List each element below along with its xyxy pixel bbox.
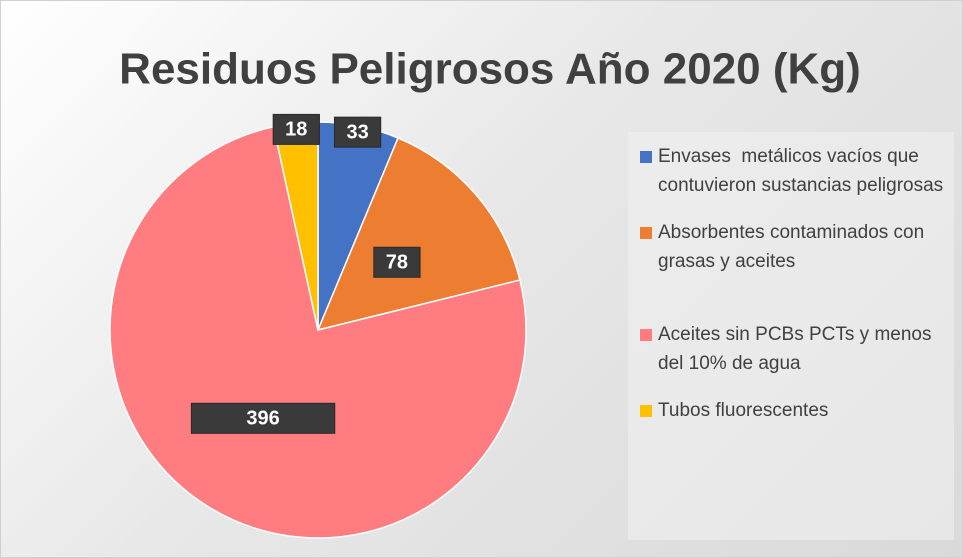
pie-slice (316, 137, 521, 332)
data-label-box (373, 246, 421, 278)
data-label: 396 (246, 408, 279, 430)
legend-swatch (640, 329, 652, 341)
data-label-box (190, 402, 336, 434)
legend-label: Envases metálicos vacíos que contuvieron… (658, 146, 944, 196)
legend-item: Envases metálicos vacíos que contuvieron… (640, 142, 944, 200)
data-label: 33 (346, 121, 368, 143)
legend-swatch (640, 227, 652, 239)
data-label: 78 (386, 252, 408, 274)
pie-slice (109, 125, 527, 539)
data-label-box (333, 116, 382, 148)
legend: Envases metálicos vacíos que contuvieron… (628, 132, 954, 540)
legend-item: Tubos fluorescentes (640, 396, 944, 425)
legend-label: Tubos fluorescentes (658, 400, 829, 421)
chart-title: Residuos Peligrosos Año 2020 (Kg) (119, 45, 861, 94)
legend-label: Absorbentes contaminados con grasas y ac… (658, 222, 930, 272)
legend-swatch (640, 151, 652, 163)
legend-label: Aceites sin PCBs PCTs y menos del 10% de… (658, 324, 937, 374)
legend-item: Aceites sin PCBs PCTs y menos del 10% de… (640, 320, 944, 378)
data-label: 18 (285, 119, 307, 141)
legend-item: Absorbentes contaminados con grasas y ac… (640, 218, 944, 276)
data-label-box (272, 113, 320, 145)
legend-swatch (640, 405, 652, 417)
